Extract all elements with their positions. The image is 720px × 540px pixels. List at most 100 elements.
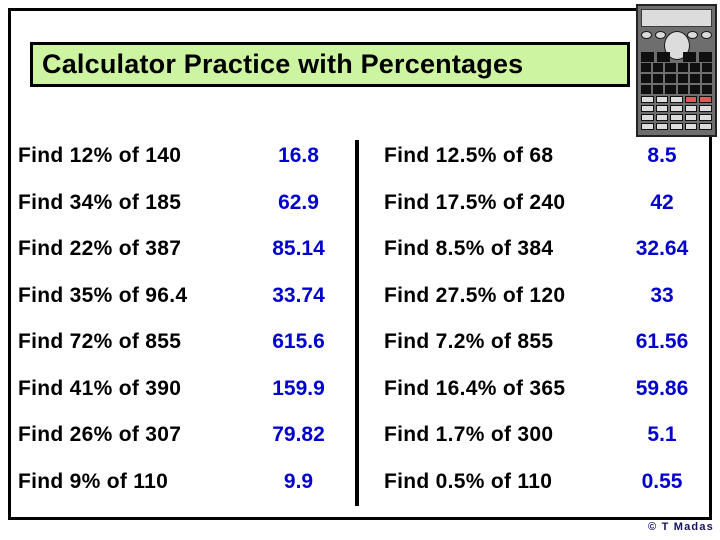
calculator-key [655, 123, 669, 130]
problem-row: Find 7.2% of 855 61.56 [384, 319, 712, 366]
calculator-key [665, 85, 676, 94]
calculator-key-row [641, 96, 712, 103]
calculator-key [677, 85, 688, 94]
problem-question: Find 8.5% of 384 [384, 237, 554, 261]
calculator-key [687, 31, 698, 39]
calculator-key [657, 52, 670, 62]
problem-row: Find 0.5% of 110 0.55 [384, 459, 712, 506]
problem-question: Find 0.5% of 110 [384, 469, 553, 493]
calculator-key [670, 114, 683, 121]
problem-answer: 85.14 [272, 237, 325, 261]
calculator-key [641, 105, 654, 112]
calculator-key [677, 74, 688, 83]
problem-question: Find 27.5% of 120 [384, 283, 566, 307]
calculator-key [641, 85, 652, 94]
problem-answer: 9.9 [283, 469, 314, 493]
problem-row: Find 9% of 110 9.9 [18, 459, 356, 506]
calculator-key [684, 105, 698, 112]
calculator-key [665, 63, 676, 72]
problem-question: Find 41% of 390 [18, 376, 182, 400]
problem-row: Find 12% of 140 16.8 [18, 133, 356, 180]
calculator-key-row [641, 74, 712, 83]
calculator-key [670, 105, 683, 112]
calculator-key [655, 31, 666, 39]
problem-answer: 32.64 [635, 237, 689, 261]
calculator-key [653, 63, 664, 72]
problem-row: Find 1.7% of 300 5.1 [384, 412, 712, 459]
calculator-key [670, 123, 683, 130]
page-title: Calculator Practice with Percentages [42, 49, 524, 79]
problem-answer: 79.82 [272, 423, 325, 447]
credit: © T Madas [648, 521, 714, 533]
calculator-key [701, 63, 712, 72]
calculator-key [641, 114, 654, 121]
calculator-key-row [641, 63, 712, 72]
problem-question: Find 12% of 140 [18, 144, 182, 168]
problem-answer: 615.6 [272, 330, 325, 354]
calculator-key [677, 63, 688, 72]
calculator-key [641, 63, 652, 72]
problem-question: Find 16.4% of 365 [384, 376, 566, 400]
calculator-key [684, 96, 698, 103]
calculator-screen-icon [641, 9, 712, 27]
problem-question: Find 35% of 96.4 [18, 283, 188, 307]
calculator-key [641, 31, 652, 39]
problem-answer: 62.9 [278, 190, 319, 214]
calculator-control-keys [641, 29, 712, 63]
problem-answer: 159.9 [272, 376, 325, 400]
problem-question: Find 22% of 387 [18, 237, 182, 261]
problem-answer: 8.5 [647, 144, 677, 168]
problem-question: Find 7.2% of 855 [384, 330, 554, 354]
problem-answer: 33.74 [272, 283, 325, 307]
problem-row: Find 22% of 387 85.14 [18, 226, 356, 273]
problem-row: Find 34% of 185 62.9 [18, 180, 356, 227]
calculator-key [641, 74, 652, 83]
calculator-key [701, 31, 712, 39]
calculator-key [641, 52, 654, 62]
calculator-key-row [641, 114, 712, 121]
problem-question: Find 72% of 855 [18, 330, 182, 354]
column-divider [355, 140, 359, 506]
problem-question: Find 12.5% of 68 [384, 144, 554, 168]
calculator-key [641, 123, 654, 130]
problem-row: Find 27.5% of 120 33 [384, 273, 712, 320]
calculator-key-row [641, 85, 712, 94]
calculator-key [699, 52, 712, 62]
calculator-key [653, 74, 664, 83]
problem-answer: 5.1 [647, 423, 677, 447]
problem-row: Find 26% of 307 79.82 [18, 412, 356, 459]
problem-answer: 59.86 [635, 376, 689, 400]
problem-question: Find 17.5% of 240 [384, 190, 566, 214]
calculator-key [684, 123, 698, 130]
calculator-key [689, 85, 700, 94]
title-banner: Calculator Practice with Percentages [30, 42, 630, 87]
calculator-key [653, 85, 664, 94]
calculator-key [670, 96, 683, 103]
slide-border [8, 8, 712, 520]
calculator-key [689, 63, 700, 72]
problem-row: Find 12.5% of 68 8.5 [384, 133, 712, 180]
problems-right-column: Find 12.5% of 68 8.5 Find 17.5% of 240 4… [384, 133, 712, 505]
problem-row: Find 8.5% of 384 32.64 [384, 226, 712, 273]
calculator-key [655, 114, 669, 121]
problem-question: Find 9% of 110 [18, 469, 169, 493]
calculator-key [665, 74, 676, 83]
problem-answer: 42 [650, 190, 674, 214]
problem-question: Find 34% of 185 [18, 190, 182, 214]
calculator-key [699, 96, 712, 103]
calculator-key [699, 105, 712, 112]
calculator-key [684, 114, 698, 121]
problem-question: Find 26% of 307 [18, 423, 182, 447]
problem-answer: 0.55 [641, 469, 683, 493]
problem-row: Find 17.5% of 240 42 [384, 180, 712, 227]
calculator-key-row [641, 123, 712, 130]
problem-question: Find 1.7% of 300 [384, 423, 554, 447]
problem-answer: 16.8 [278, 144, 319, 168]
problems-left-column: Find 12% of 140 16.8 Find 34% of 185 62.… [18, 133, 356, 505]
calculator-key [701, 74, 712, 83]
calculator-key [655, 105, 669, 112]
calculator-key [655, 96, 669, 103]
problem-row: Find 72% of 855 615.6 [18, 319, 356, 366]
calculator-icon [636, 4, 717, 137]
calculator-key [701, 85, 712, 94]
